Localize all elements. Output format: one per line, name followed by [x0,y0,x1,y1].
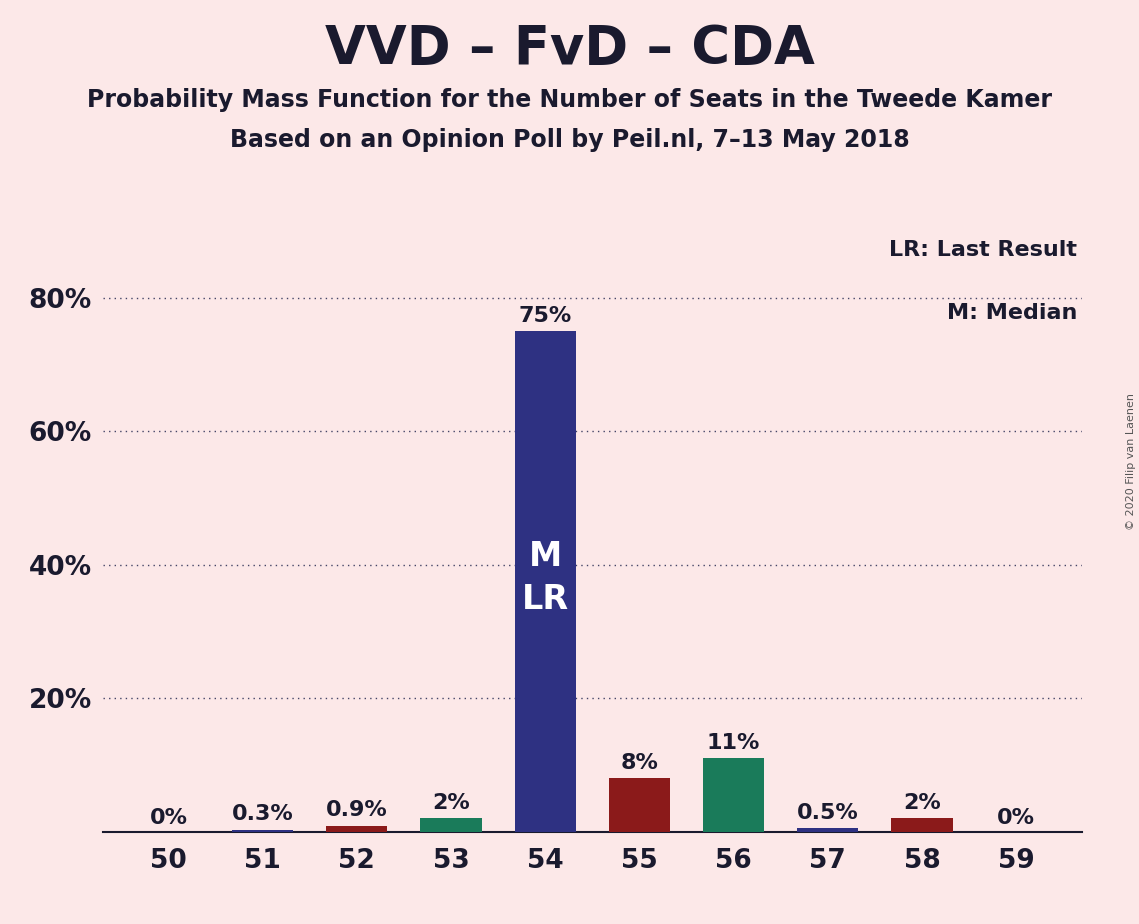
Text: Probability Mass Function for the Number of Seats in the Tweede Kamer: Probability Mass Function for the Number… [87,88,1052,112]
Text: M: Median: M: Median [947,303,1077,323]
Text: © 2020 Filip van Laenen: © 2020 Filip van Laenen [1126,394,1136,530]
Text: 0.5%: 0.5% [797,803,859,823]
Text: LR: Last Result: LR: Last Result [890,240,1077,260]
Text: 0%: 0% [997,808,1035,828]
Text: 0.3%: 0.3% [231,804,294,824]
Text: Based on an Opinion Poll by Peil.nl, 7–13 May 2018: Based on an Opinion Poll by Peil.nl, 7–1… [230,128,909,152]
Text: 75%: 75% [518,306,572,326]
Text: 2%: 2% [903,793,941,813]
Bar [797,828,859,832]
Bar [326,826,387,832]
Text: 11%: 11% [707,733,760,753]
Bar [703,759,764,832]
Text: 0.9%: 0.9% [326,800,387,821]
Text: 0%: 0% [149,808,188,828]
Bar [892,819,952,832]
Bar [420,819,482,832]
Text: 2%: 2% [432,793,470,813]
Bar [232,830,293,832]
Bar [608,778,670,832]
Text: 8%: 8% [621,753,658,772]
Text: VVD – FvD – CDA: VVD – FvD – CDA [325,23,814,75]
Text: M
LR: M LR [522,540,568,616]
Bar [515,331,576,832]
